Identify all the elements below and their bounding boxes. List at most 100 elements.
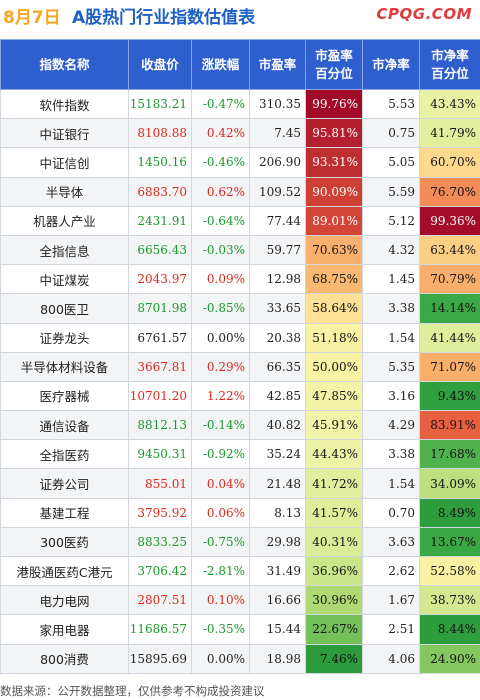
table-header-row: 指数名称 收盘价 涨跌幅 市盈率 市盈率 百分位 市净率 市净率 百分位 (0, 39, 480, 90)
cell-pb-pct: 8.49% (419, 497, 480, 528)
cell-close: 855.01 (128, 468, 192, 499)
col-header-pb: 市净率 (362, 39, 420, 90)
cell-pb-pct: 17.68% (419, 439, 480, 470)
cell-pb-pct: 71.07% (419, 351, 480, 382)
cell-pb: 2.62 (362, 555, 420, 587)
cell-pb: 1.67 (362, 585, 420, 616)
cell-name: 证券龙头 (0, 322, 129, 353)
cell-pe-pct: 22.67% (305, 614, 363, 645)
table-row: 证券公司 855.01 0.04% 21.48 41.72% 1.54 34.09% (0, 468, 480, 499)
cell-pe: 77.44 (249, 205, 306, 236)
col-header-change: 涨跌幅 (191, 39, 250, 90)
cell-pb: 1.45 (362, 264, 420, 295)
table-row: 中证煤炭 2043.97 0.09% 12.98 68.75% 1.45 70.79% (0, 264, 480, 295)
cell-name: 港股通医药C港元 (0, 555, 129, 587)
cell-pb: 5.53 (362, 88, 420, 120)
cell-pe-pct: 44.43% (305, 439, 363, 470)
cell-pb-pct: 34.09% (419, 468, 480, 499)
cell-name: 家用电器 (0, 614, 129, 645)
cell-pb: 2.51 (362, 614, 420, 645)
cell-pe: 40.82 (249, 410, 306, 441)
cell-change: -0.92% (191, 439, 250, 470)
valuation-table: 指数名称 收盘价 涨跌幅 市盈率 市盈率 百分位 市净率 市净率 百分位 软件指… (0, 39, 480, 674)
cell-pb-pct: 76.70% (419, 176, 480, 207)
cell-pb: 0.70 (362, 497, 420, 528)
cell-pe: 12.98 (249, 264, 306, 295)
cell-change: 0.00% (191, 643, 250, 674)
table-row: 港股通医药C港元 3706.42 -2.81% 31.49 36.96% 2.62 52.5… (0, 555, 480, 587)
cell-change: 0.06% (191, 497, 250, 528)
cell-pb-pct: 43.43% (419, 88, 480, 120)
cell-pe-pct: 7.46% (305, 643, 363, 674)
cell-pb: 4.32 (362, 234, 420, 266)
cell-change: -0.47% (191, 88, 250, 120)
cell-name: 全指医药 (0, 439, 129, 470)
cell-pb: 1.54 (362, 468, 420, 499)
cell-pe-pct: 41.72% (305, 468, 363, 499)
cell-change: -0.35% (191, 614, 250, 645)
cell-change: -2.81% (191, 555, 250, 587)
table-body: 软件指数 15183.21 -0.47% 310.35 99.76% 5.53 43.43%… (0, 88, 480, 674)
cell-pb-pct: 9.43% (419, 380, 480, 412)
cell-name: 基建工程 (0, 497, 129, 528)
cell-pe: 35.24 (249, 439, 306, 470)
col-header-pe-pct: 市盈率 百分位 (305, 39, 363, 90)
cell-name: 中证煤炭 (0, 264, 129, 295)
cell-change: 0.09% (191, 264, 250, 295)
table-row: 全指医药 9450.31 -0.92% 35.24 44.43% 3.38 17.68% (0, 439, 480, 470)
cell-close: 3795.92 (128, 497, 192, 528)
cell-change: 0.62% (191, 176, 250, 207)
col-header-pe: 市盈率 (249, 39, 306, 90)
cell-pe: 31.49 (249, 555, 306, 587)
cell-name: 软件指数 (0, 88, 129, 120)
cell-close: 2807.51 (128, 585, 192, 616)
cell-pb-pct: 24.90% (419, 643, 480, 674)
table-row: 半导体 6883.70 0.62% 109.52 90.09% 5.59 76.70% (0, 176, 480, 207)
cell-change: -0.46% (191, 147, 250, 178)
cell-close: 8833.25 (128, 526, 192, 558)
cell-pe-pct: 45.91% (305, 410, 363, 441)
cell-change: -0.75% (191, 526, 250, 558)
cell-pb-pct: 8.44% (419, 614, 480, 645)
cell-name: 800医卫 (0, 293, 129, 324)
cell-pe: 8.13 (249, 497, 306, 528)
cell-pe-pct: 41.57% (305, 497, 363, 528)
cell-pe-pct: 90.09% (305, 176, 363, 207)
cell-change: -0.14% (191, 410, 250, 441)
cell-pe-pct: 40.31% (305, 526, 363, 558)
cell-pb-pct: 63.44% (419, 234, 480, 266)
table-row: 中证银行 8108.88 0.42% 7.45 95.81% 0.75 41.79% (0, 118, 480, 149)
cell-pe-pct: 95.81% (305, 118, 363, 149)
cell-pb-pct: 14.14% (419, 293, 480, 324)
page-title: A股热门行业指数估值表 (72, 8, 256, 28)
cell-pe: 66.35 (249, 351, 306, 382)
cell-pe: 59.77 (249, 234, 306, 266)
cell-pb: 5.05 (362, 147, 420, 178)
header-date: 8月7日 (3, 8, 61, 28)
cell-pe: 18.98 (249, 643, 306, 674)
cell-pb: 5.12 (362, 205, 420, 236)
cell-close: 2431.91 (128, 205, 192, 236)
cell-pe-pct: 30.96% (305, 585, 363, 616)
footer-source: 数据来源：公开数据整理，仅供参考不构成投资建议 (0, 684, 265, 698)
page-header: 8月7日 A股热门行业指数估值表 CPQG.COM (0, 0, 480, 36)
cell-pe: 206.90 (249, 147, 306, 178)
cell-change: -0.85% (191, 293, 250, 324)
table-row: 基建工程 3795.92 0.06% 8.13 41.57% 0.70 8.49% (0, 497, 480, 528)
cell-close: 3706.42 (128, 555, 192, 587)
cell-change: 0.10% (191, 585, 250, 616)
cell-pb-pct: 13.67% (419, 526, 480, 558)
cell-name: 全指信息 (0, 234, 129, 266)
cell-close: 3667.81 (128, 351, 192, 382)
cell-pb-pct: 52.58% (419, 555, 480, 587)
cell-close: 8701.98 (128, 293, 192, 324)
cell-close: 2043.97 (128, 264, 192, 295)
table-row: 800消费 15895.69 0.00% 18.98 7.46% 4.06 24.90% (0, 643, 480, 674)
cell-change: 0.29% (191, 351, 250, 382)
cell-pe-pct: 89.01% (305, 205, 363, 236)
cell-name: 证券公司 (0, 468, 129, 499)
cell-name: 半导体 (0, 176, 129, 207)
cell-pb-pct: 41.79% (419, 118, 480, 149)
table-row: 电力电网 2807.51 0.10% 16.66 30.96% 1.67 38.73% (0, 585, 480, 616)
cell-close: 6761.57 (128, 322, 192, 353)
